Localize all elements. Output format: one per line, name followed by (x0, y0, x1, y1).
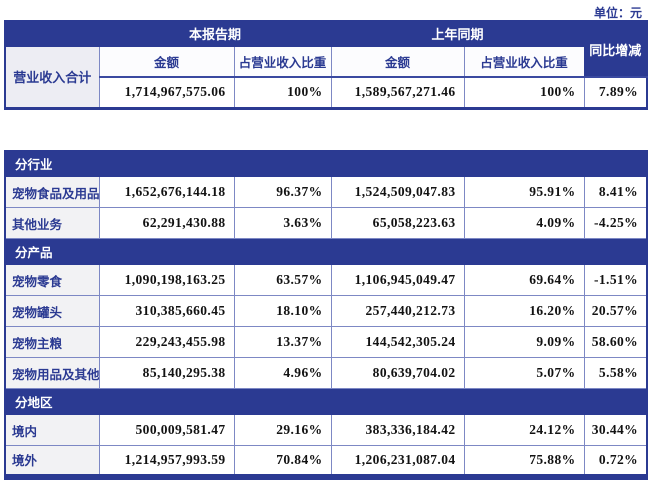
row-label: 宠物主粮 (4, 326, 100, 358)
total-current-amount: 1,714,967,575.06 (98, 76, 235, 109)
summary-subheader-row: 营业收入合计 金额 占营业收入比重 金额 占营业收入比重 (4, 45, 647, 109)
section-gap (4, 110, 646, 150)
revenue-summary-table: 本报告期 上年同期 同比增减 营业收入合计 金额 占营业收入比重 金额 占营业收… (4, 20, 649, 110)
cell-yoy: 8.41% (583, 176, 648, 208)
section-title: 分行业 (4, 150, 648, 177)
cell-prior-amount: 383,336,184.42 (330, 414, 465, 446)
cell-current-amount: 310,385,660.45 (98, 295, 235, 327)
subheader-pct-current: 占营业收入比重 (233, 45, 332, 78)
total-revenue-label: 营业收入合计 (4, 45, 100, 109)
cell-yoy: -1.51% (583, 264, 648, 296)
cell-current-pct: 3.63% (233, 207, 332, 239)
row-label: 宠物食品及用品 (4, 176, 100, 208)
row-label: 其他业务 (4, 207, 100, 239)
table-row: 境外 1,214,957,993.59 70.84% 1,206,231,087… (4, 445, 648, 477)
cell-current-amount: 85,140,295.38 (98, 357, 235, 389)
table-row: 宠物罐头 310,385,660.45 18.10% 257,440,212.7… (4, 295, 648, 327)
section-title: 分产品 (4, 238, 648, 265)
cell-prior-amount: 1,524,509,047.83 (330, 176, 465, 208)
cell-current-pct: 63.57% (233, 264, 332, 296)
total-prior-pct: 100% (463, 76, 585, 109)
cell-yoy: 5.58% (583, 357, 648, 389)
table-row: 境内 500,009,581.47 29.16% 383,336,184.42 … (4, 414, 648, 446)
total-prior-amount: 1,589,567,271.46 (330, 76, 465, 109)
cell-current-pct: 70.84% (233, 445, 332, 477)
total-current-pct: 100% (233, 76, 332, 109)
header-spacer-cell (4, 20, 100, 47)
table-row: 宠物零食 1,090,198,163.25 63.57% 1,106,945,0… (4, 264, 648, 296)
row-label: 宠物用品及其他 (4, 357, 100, 389)
subheader-amount-current: 金额 (98, 45, 235, 78)
cell-current-pct: 18.10% (233, 295, 332, 327)
cell-yoy: -4.25% (583, 207, 648, 239)
subheader-pct-prior: 占营业收入比重 (463, 45, 585, 78)
cell-current-pct: 13.37% (233, 326, 332, 358)
table-row: 宠物食品及用品 1,652,676,144.18 96.37% 1,524,50… (4, 176, 648, 208)
cell-prior-pct: 16.20% (463, 295, 585, 327)
table-row: 宠物主粮 229,243,455.98 13.37% 144,542,305.2… (4, 326, 648, 358)
header-current-period: 本报告期 (98, 20, 332, 47)
table-row: 其他业务 62,291,430.88 3.63% 65,058,223.63 4… (4, 207, 648, 239)
row-label: 宠物零食 (4, 264, 100, 296)
section-header-product: 分产品 (4, 238, 648, 265)
cell-yoy: 0.72% (583, 445, 648, 477)
unit-label: 单位：元 (593, 6, 642, 20)
report-page: 单位：元 本报告期 上年同期 同比增减 营业收入合计 金额 占营业收入比重 金额… (4, 6, 649, 480)
revenue-breakdown-table: 分行业 宠物食品及用品 1,652,676,144.18 96.37% 1,52… (4, 149, 649, 480)
cell-current-amount: 500,009,581.47 (98, 414, 235, 446)
row-label: 宠物罐头 (4, 295, 100, 327)
total-yoy: 7.89% (583, 76, 648, 109)
section-header-region: 分地区 (4, 388, 648, 415)
cell-current-amount: 1,652,676,144.18 (98, 176, 235, 208)
cell-current-pct: 96.37% (233, 176, 332, 208)
header-prior-period: 上年同期 (330, 20, 585, 47)
subheader-amount-prior: 金额 (330, 45, 465, 78)
cell-prior-amount: 1,206,231,087.04 (330, 445, 465, 477)
table-row: 宠物用品及其他 85,140,295.38 4.96% 80,639,704.0… (4, 357, 648, 389)
section-title: 分地区 (4, 388, 648, 415)
cell-current-amount: 229,243,455.98 (98, 326, 235, 358)
summary-header-row: 本报告期 上年同期 同比增减 (4, 20, 648, 78)
row-label: 境内 (4, 414, 100, 446)
summary-total-row: 1,714,967,575.06 100% 1,589,567,271.46 1… (5, 76, 648, 109)
cell-prior-pct: 5.07% (463, 357, 585, 389)
cell-prior-amount: 144,542,305.24 (330, 326, 465, 358)
cell-current-amount: 62,291,430.88 (98, 207, 235, 239)
cell-prior-pct: 95.91% (463, 176, 585, 208)
row-label: 境外 (4, 445, 100, 477)
cell-current-amount: 1,214,957,993.59 (98, 445, 235, 477)
cell-prior-pct: 24.12% (463, 414, 585, 446)
cell-prior-pct: 75.88% (463, 445, 585, 477)
cell-yoy: 58.60% (583, 326, 648, 358)
cell-prior-amount: 1,106,945,049.47 (330, 264, 465, 296)
cell-yoy: 30.44% (583, 414, 648, 446)
section-header-industry: 分行业 (4, 150, 648, 177)
cell-prior-amount: 65,058,223.63 (330, 207, 465, 239)
header-yoy-change: 同比增减 (583, 20, 648, 78)
cell-prior-amount: 257,440,212.73 (330, 295, 465, 327)
cell-prior-pct: 4.09% (463, 207, 585, 239)
cell-prior-pct: 69.64% (463, 264, 585, 296)
cell-current-amount: 1,090,198,163.25 (98, 264, 235, 296)
cell-yoy: 20.57% (583, 295, 648, 327)
cell-prior-amount: 80,639,704.02 (330, 357, 465, 389)
cell-current-pct: 4.96% (233, 357, 332, 389)
cell-prior-pct: 9.09% (463, 326, 585, 358)
cell-current-pct: 29.16% (233, 414, 332, 446)
